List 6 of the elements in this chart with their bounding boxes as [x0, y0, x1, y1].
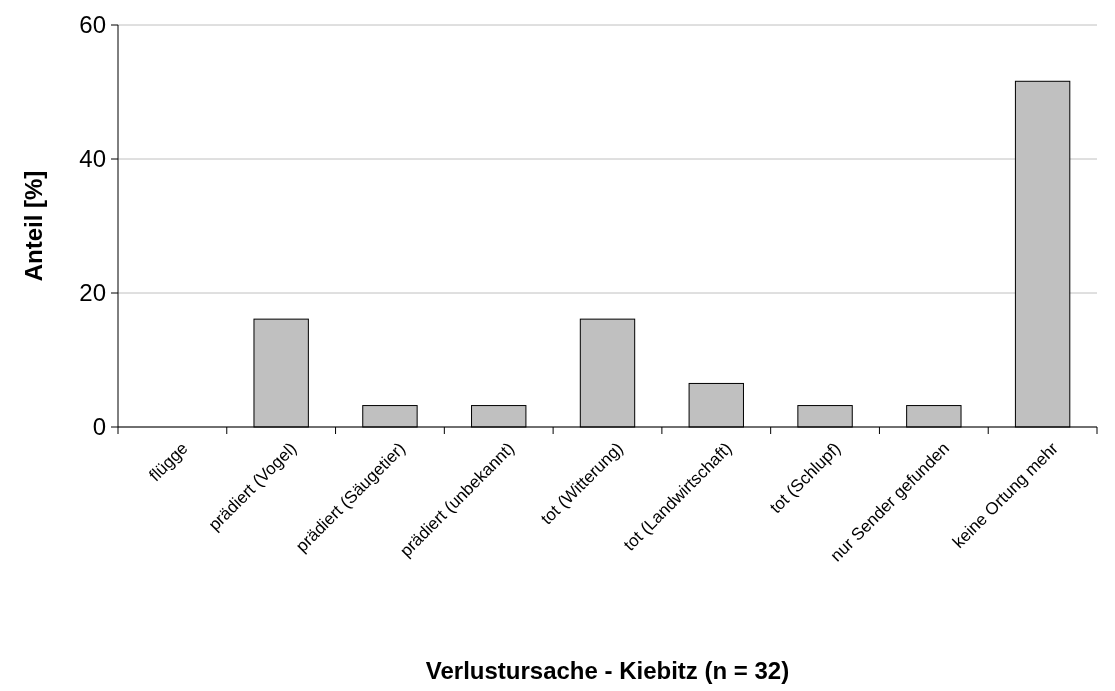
y-tick-label: 0	[92, 413, 106, 441]
y-tick-label: 60	[79, 11, 106, 39]
x-axis-title: Verlustursache - Kiebitz (n = 32)	[425, 657, 790, 684]
y-axis-title: Anteil [%]	[20, 170, 47, 282]
y-tick-label: 20	[79, 279, 106, 307]
y-tick-label: 40	[79, 145, 106, 173]
